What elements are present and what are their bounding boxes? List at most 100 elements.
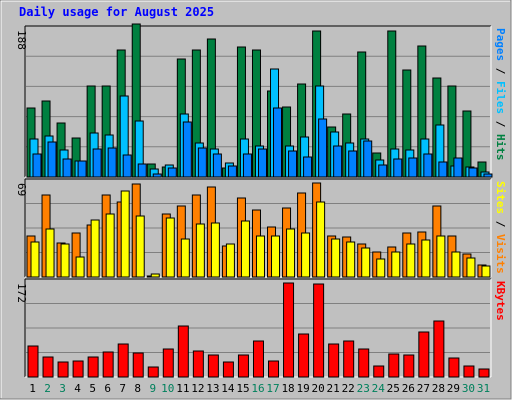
x-tick-label-day-11: 11 (176, 382, 189, 395)
x-tick-label-day-7: 7 (119, 382, 126, 395)
bar-pages-day-25 (393, 158, 403, 178)
legend-separator: / (494, 114, 507, 134)
chart-title: Daily usage for August 2025 (19, 5, 214, 19)
bar-kbytes-day-5 (87, 356, 99, 378)
x-tick-label-day-10: 10 (161, 382, 174, 395)
bar-kbytes-day-1 (27, 345, 39, 378)
bar-sites-day-28 (436, 235, 446, 278)
bar-sites-day-23 (361, 247, 371, 278)
bar-kbytes-day-14 (222, 361, 234, 378)
bar-kbytes-day-7 (117, 343, 129, 378)
bar-sites-day-14 (225, 243, 235, 278)
bar-kbytes-day-12 (192, 350, 204, 378)
x-tick-label-day-18: 18 (281, 382, 294, 395)
x-tick-label-day-24: 24 (372, 382, 386, 395)
bar-sites-day-19 (301, 232, 311, 278)
panel-visits_sites: 69 Sites / Visits (15, 178, 507, 278)
bar-pages-day-26 (408, 157, 418, 178)
x-tick-label-day-14: 14 (221, 382, 235, 395)
bar-sites-day-25 (391, 251, 401, 278)
bar-kbytes-day-20 (313, 283, 325, 378)
x-axis-day-labels: 1 2 3 4 5 6 7 8 9 10 11 12 13 14 15 16 17 18 19 20 21 22 23 24 2… (29, 382, 490, 395)
panel-legend: Sites / Visits (494, 181, 507, 274)
bar-kbytes-day-21 (328, 343, 340, 378)
bar-sites-day-18 (286, 228, 296, 278)
bar-pages-day-30 (468, 167, 478, 178)
bar-sites-day-27 (421, 239, 431, 278)
panel-legend: KBytes (494, 281, 507, 321)
bar-sites-day-11 (180, 238, 190, 278)
bar-pages-day-20 (318, 118, 328, 178)
legend-separator: / (494, 214, 507, 234)
bar-kbytes-day-4 (72, 360, 84, 378)
bar-pages-day-16 (257, 148, 267, 178)
legend-pages: Pages (494, 28, 507, 61)
x-tick-label-day-31: 31 (477, 382, 490, 395)
panel-max-label: 172 (15, 283, 28, 303)
bar-pages-day-7 (122, 154, 132, 178)
chart-panels: 188 Pages / Files / Hits 69 Sites / Visits 1… (15, 23, 507, 378)
bar-kbytes-day-6 (102, 351, 114, 378)
x-tick-label-day-13: 13 (206, 382, 219, 395)
bar-kbytes-day-30 (463, 365, 475, 378)
x-tick-label-day-29: 29 (447, 382, 460, 395)
bar-kbytes-day-3 (57, 361, 69, 378)
bar-pages-day-29 (453, 157, 463, 178)
bar-pages-day-12 (197, 147, 207, 178)
bar-kbytes-day-10 (162, 348, 174, 378)
bar-kbytes-day-24 (373, 365, 385, 378)
bar-sites-day-3 (60, 243, 70, 278)
panel-legend: Pages / Files / Hits (494, 28, 507, 161)
bar-sites-day-20 (316, 201, 326, 278)
x-tick-label-day-17: 17 (266, 382, 279, 395)
x-tick-label-day-23: 23 (357, 382, 370, 395)
bar-sites-day-1 (30, 241, 40, 278)
x-tick-label-day-25: 25 (387, 382, 400, 395)
bar-sites-day-12 (195, 223, 205, 278)
bar-pages-day-13 (212, 153, 222, 178)
bar-sites-day-26 (406, 243, 416, 278)
panel-max-label: 69 (15, 183, 28, 196)
legend-kbytes: KBytes (494, 281, 507, 321)
legend-separator: / (494, 61, 507, 81)
bar-kbytes-day-23 (358, 348, 370, 378)
bar-kbytes-day-8 (132, 352, 144, 378)
bar-sites-day-10 (165, 217, 175, 278)
x-tick-label-day-2: 2 (44, 382, 51, 395)
bar-kbytes-day-25 (388, 353, 400, 378)
bar-pages-day-15 (242, 153, 252, 178)
bar-sites-day-5 (90, 219, 100, 278)
bar-sites-day-15 (240, 220, 250, 278)
bar-pages-day-6 (107, 147, 117, 178)
bar-pages-day-31 (483, 173, 493, 178)
bar-kbytes-day-29 (448, 357, 460, 378)
legend-sites: Sites (494, 181, 507, 214)
bar-sites-day-17 (271, 235, 281, 278)
panel-max-label: 188 (15, 30, 28, 50)
bar-pages-day-21 (333, 145, 343, 178)
bar-kbytes-day-19 (298, 333, 310, 378)
bar-sites-day-22 (346, 241, 356, 278)
bar-pages-day-4 (77, 160, 87, 178)
x-tick-label-day-22: 22 (342, 382, 355, 395)
x-tick-label-day-8: 8 (134, 382, 141, 395)
bar-sites-day-2 (45, 228, 55, 278)
bar-sites-day-24 (376, 258, 386, 278)
bar-kbytes-day-26 (403, 354, 415, 378)
x-tick-label-day-16: 16 (251, 382, 264, 395)
bar-pages-day-19 (303, 156, 313, 178)
legend-hits: Hits (494, 134, 507, 161)
panel-kbytes: 172 KBytes (15, 278, 507, 378)
bar-pages-day-27 (423, 153, 433, 178)
x-tick-label-day-6: 6 (104, 382, 111, 395)
bar-pages-day-1 (32, 153, 42, 178)
bar-pages-day-2 (47, 141, 57, 178)
panel-hits_files_pages: 188 Pages / Files / Hits (15, 23, 507, 178)
bar-sites-day-29 (451, 251, 461, 278)
x-tick-label-day-12: 12 (191, 382, 204, 395)
x-tick-label-day-9: 9 (149, 382, 156, 395)
bar-kbytes-day-2 (42, 356, 54, 378)
bar-pages-day-14 (227, 165, 237, 178)
legend-files: Files (494, 81, 507, 114)
